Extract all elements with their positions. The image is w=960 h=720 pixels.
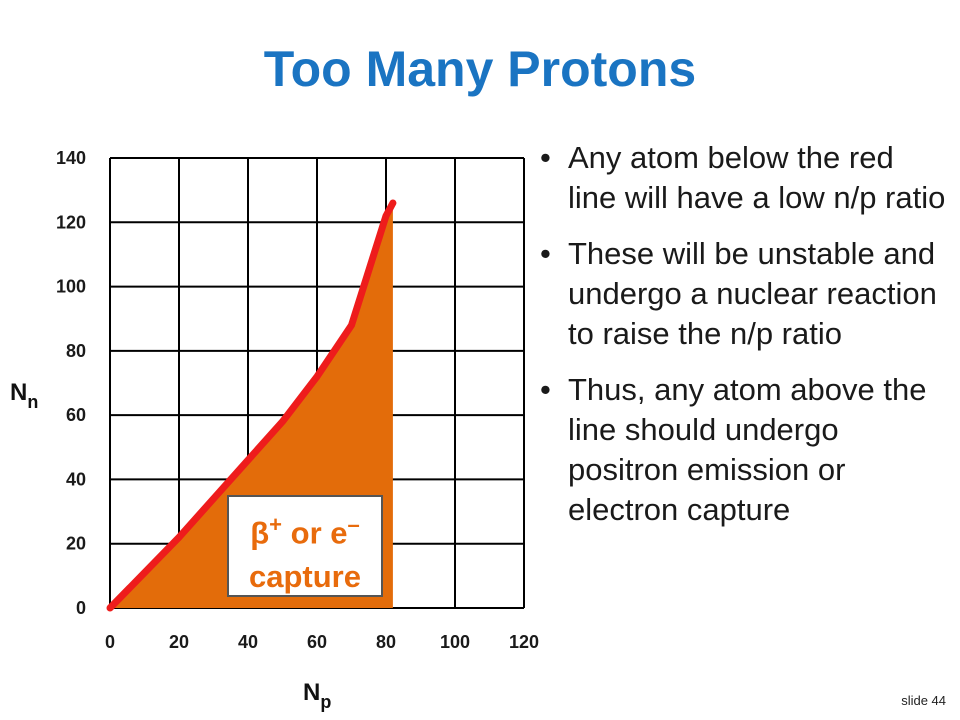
slide-number: slide 44 <box>901 693 946 708</box>
y-tick-label: 120 <box>56 212 86 232</box>
page-title: Too Many Protons <box>263 41 697 97</box>
bullet-text: Any atom below the red line will have a … <box>568 140 946 215</box>
bullet-dot: • <box>540 236 551 271</box>
x-tick-label: 0 <box>105 632 115 652</box>
y-tick-label: 100 <box>56 277 86 297</box>
y-axis-title: Nn <box>10 379 38 412</box>
chart: 0 20 40 60 80 100 120 140 0 20 40 60 80 100 120 Nn Np <box>10 148 539 712</box>
x-tick-label: 40 <box>238 632 258 652</box>
x-tick-label: 80 <box>376 632 396 652</box>
x-tick-label: 20 <box>169 632 189 652</box>
callout-line1: β+ or e– <box>229 503 381 555</box>
y-tick-label: 60 <box>66 405 86 425</box>
y-axis-title-main: N <box>10 379 27 406</box>
beta-plus-callout: β+ or e– capture <box>227 495 383 597</box>
x-axis-title-sub: p <box>320 692 331 712</box>
x-tick-label: 60 <box>307 632 327 652</box>
y-tick-labels: 0 20 40 60 80 100 120 140 <box>56 148 86 618</box>
bullet-text: These will be unstable and undergo a nuc… <box>568 236 937 351</box>
x-tick-label: 120 <box>509 632 539 652</box>
bullet-item: • Thus, any atom above the line should un… <box>538 370 948 530</box>
beta-symbol: β <box>250 515 270 551</box>
bullet-dot: • <box>540 372 551 407</box>
bullet-list: • Any atom below the red line will have a… <box>538 138 948 546</box>
y-tick-label: 20 <box>66 534 86 554</box>
x-tick-label: 100 <box>440 632 470 652</box>
callout-or-e: or e <box>282 515 348 551</box>
bullet-text: Thus, any atom above the line should und… <box>568 372 927 527</box>
stability-line <box>106 199 397 612</box>
y-axis-title-sub: n <box>27 392 38 412</box>
callout-line2: capture <box>249 559 361 595</box>
plus-sup: + <box>269 512 283 537</box>
bullet-item: • These will be unstable and undergo a nu… <box>538 234 948 354</box>
y-tick-label: 140 <box>56 148 86 168</box>
minus-sup: – <box>347 512 360 537</box>
x-tick-labels: 0 20 40 60 80 100 120 <box>105 632 539 652</box>
y-tick-label: 0 <box>76 598 86 618</box>
x-axis-title: Np <box>303 679 331 712</box>
x-axis-title-main: N <box>303 679 320 706</box>
y-tick-label: 80 <box>66 341 86 361</box>
bullet-dot: • <box>540 140 551 175</box>
y-tick-label: 40 <box>66 469 86 489</box>
bullet-item: • Any atom below the red line will have a… <box>538 138 948 218</box>
